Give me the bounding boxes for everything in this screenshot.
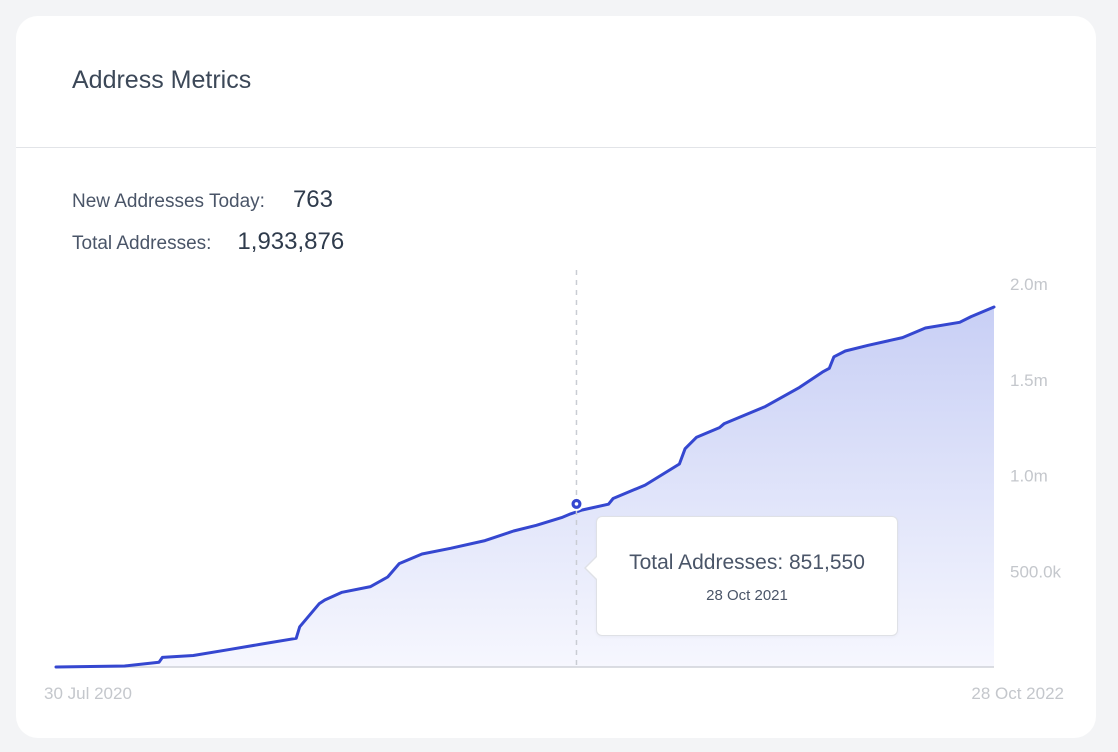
total-addresses-value: 1,933,876: [237, 228, 345, 255]
y-tick-label: 2.0m: [1010, 275, 1048, 294]
new-addresses-value: 763: [292, 186, 333, 213]
hover-point-center: [574, 502, 579, 506]
chart-tooltip: Total Addresses: 851,550 28 Oct 2021: [584, 516, 898, 636]
total-addresses-metric: Total Addresses: 1,933,876: [72, 228, 344, 256]
tooltip-value: Total Addresses: 851,550: [629, 551, 865, 574]
x-tick-label: 28 Oct 2022: [971, 684, 1064, 703]
series-line: [54, 305, 996, 669]
x-tick-label: 30 Jul 2020: [44, 684, 132, 703]
new-addresses-metric: New Addresses Today: 763: [72, 186, 333, 214]
address-metrics-card: Address Metrics New Addresses Today: 763 …: [16, 16, 1096, 738]
y-tick-label: 1.0m: [1010, 467, 1048, 486]
total-addresses-label: Total Addresses:: [72, 233, 212, 254]
card-title: Address Metrics: [72, 66, 252, 94]
tooltip-date: 28 Oct 2021: [706, 587, 788, 604]
y-tick-label: 1.5m: [1010, 371, 1048, 390]
y-axis-ticks: 500.0k 1.0m 1.5m 2.0m: [1010, 275, 1062, 581]
address-chart[interactable]: 500.0k 1.0m 1.5m 2.0m 30 Jul 2020 28 Oct 202…: [16, 16, 1096, 738]
y-tick-label: 500.0k: [1010, 562, 1062, 581]
card-header: Address Metrics: [16, 16, 1096, 148]
new-addresses-label: New Addresses Today:: [72, 191, 265, 212]
x-axis-ticks: 30 Jul 2020 28 Oct 2022: [44, 684, 1064, 703]
